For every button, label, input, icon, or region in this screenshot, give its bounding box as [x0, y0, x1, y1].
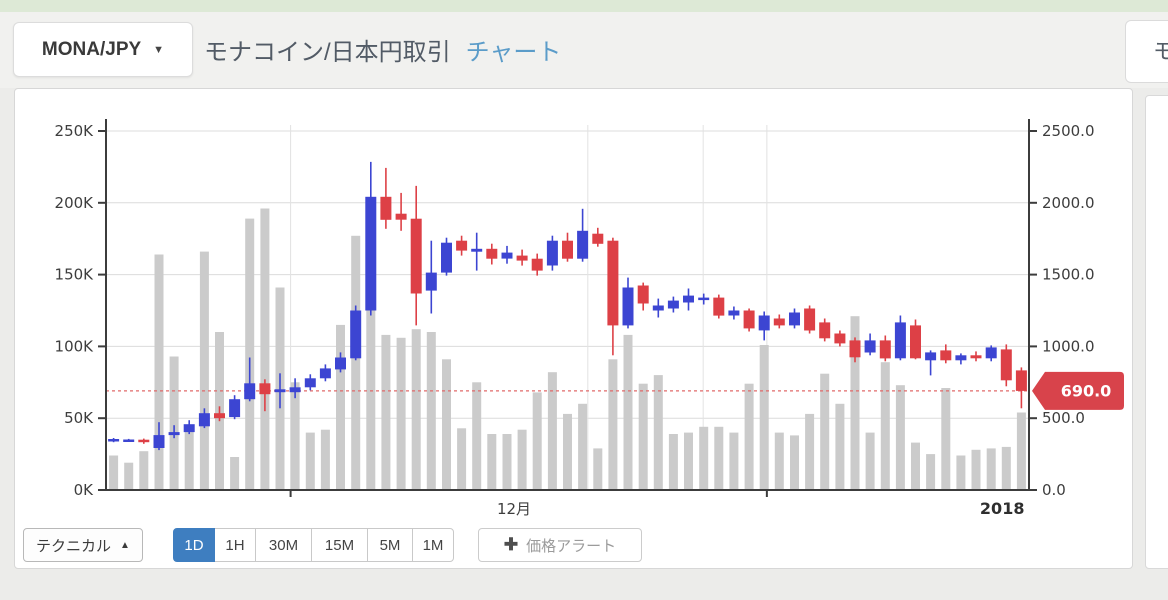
timeframe-button-1d[interactable]: 1D [173, 528, 215, 562]
svg-text:12月: 12月 [497, 500, 531, 518]
chevron-up-icon: ▲ [120, 539, 130, 551]
svg-text:1000.0: 1000.0 [1042, 337, 1095, 355]
grid [106, 125, 1029, 490]
chevron-down-icon: ▼ [153, 43, 165, 56]
timeframe-button-group: 1D 1H 30M 15M 5M 1M [173, 528, 454, 562]
next-market-selector-fragment[interactable]: モ [1125, 20, 1168, 83]
svg-text:0K: 0K [74, 481, 95, 499]
svg-text:250K: 250K [55, 122, 95, 140]
svg-text:50K: 50K [64, 409, 94, 427]
timeframe-button-1m[interactable]: 1M [412, 528, 454, 562]
chart-panel: 250K 200K 150K 100K 50K 0K 2500.0 2000.0 1500.0 1… [14, 88, 1133, 569]
svg-text:500.0: 500.0 [1042, 409, 1085, 427]
header [0, 12, 1168, 88]
svg-text:0.0: 0.0 [1042, 481, 1066, 499]
next-market-label-fragment: モ [1153, 39, 1168, 64]
current-price-tag: 690.0 [1032, 371, 1124, 410]
volume-axis-labels: 250K 200K 150K 100K 50K 0K [55, 122, 95, 499]
chart-link[interactable]: チャート [465, 39, 562, 66]
svg-text:2500.0: 2500.0 [1042, 122, 1095, 140]
timeframe-button-5m[interactable]: 5M [367, 528, 413, 562]
price-alert-label: 価格アラート [526, 537, 617, 555]
pair-selector-button[interactable]: MONA/JPY ▼ [13, 22, 193, 77]
svg-text:2018: 2018 [980, 499, 1025, 518]
price-axis-labels: 2500.0 2000.0 1500.0 1000.0 500.0 0.0 [1042, 122, 1095, 499]
svg-text:2000.0: 2000.0 [1042, 194, 1095, 212]
technical-indicators-button[interactable]: テクニカル ▲ [23, 528, 143, 562]
next-panel-fragment [1145, 95, 1168, 569]
technical-button-label: テクニカル [36, 537, 112, 555]
svg-text:100K: 100K [55, 337, 95, 355]
top-accent-strip [0, 0, 1168, 12]
timeframe-button-30m[interactable]: 30M [255, 528, 312, 562]
page-title: モナコイン/日本円取引 [204, 39, 451, 66]
plus-icon: ✚ [503, 535, 519, 554]
pair-selector-label: MONA/JPY [41, 38, 142, 60]
svg-text:690.0: 690.0 [1061, 381, 1112, 400]
svg-text:150K: 150K [55, 266, 95, 284]
price-chart-canvas[interactable]: 250K 200K 150K 100K 50K 0K 2500.0 2000.0 1500.0 1… [15, 89, 1134, 570]
svg-text:200K: 200K [55, 194, 95, 212]
svg-text:1500.0: 1500.0 [1042, 266, 1095, 284]
axes [98, 119, 1037, 497]
price-alert-button[interactable]: ✚ 価格アラート [478, 528, 642, 562]
x-axis-labels: 12月 2018 [497, 499, 1025, 518]
timeframe-button-1h[interactable]: 1H [214, 528, 256, 562]
candles-layer[interactable] [108, 161, 1027, 451]
page-title-row: モナコイン/日本円取引 チャート [204, 36, 561, 70]
volume-bars [109, 208, 1026, 490]
timeframe-button-15m[interactable]: 15M [311, 528, 368, 562]
